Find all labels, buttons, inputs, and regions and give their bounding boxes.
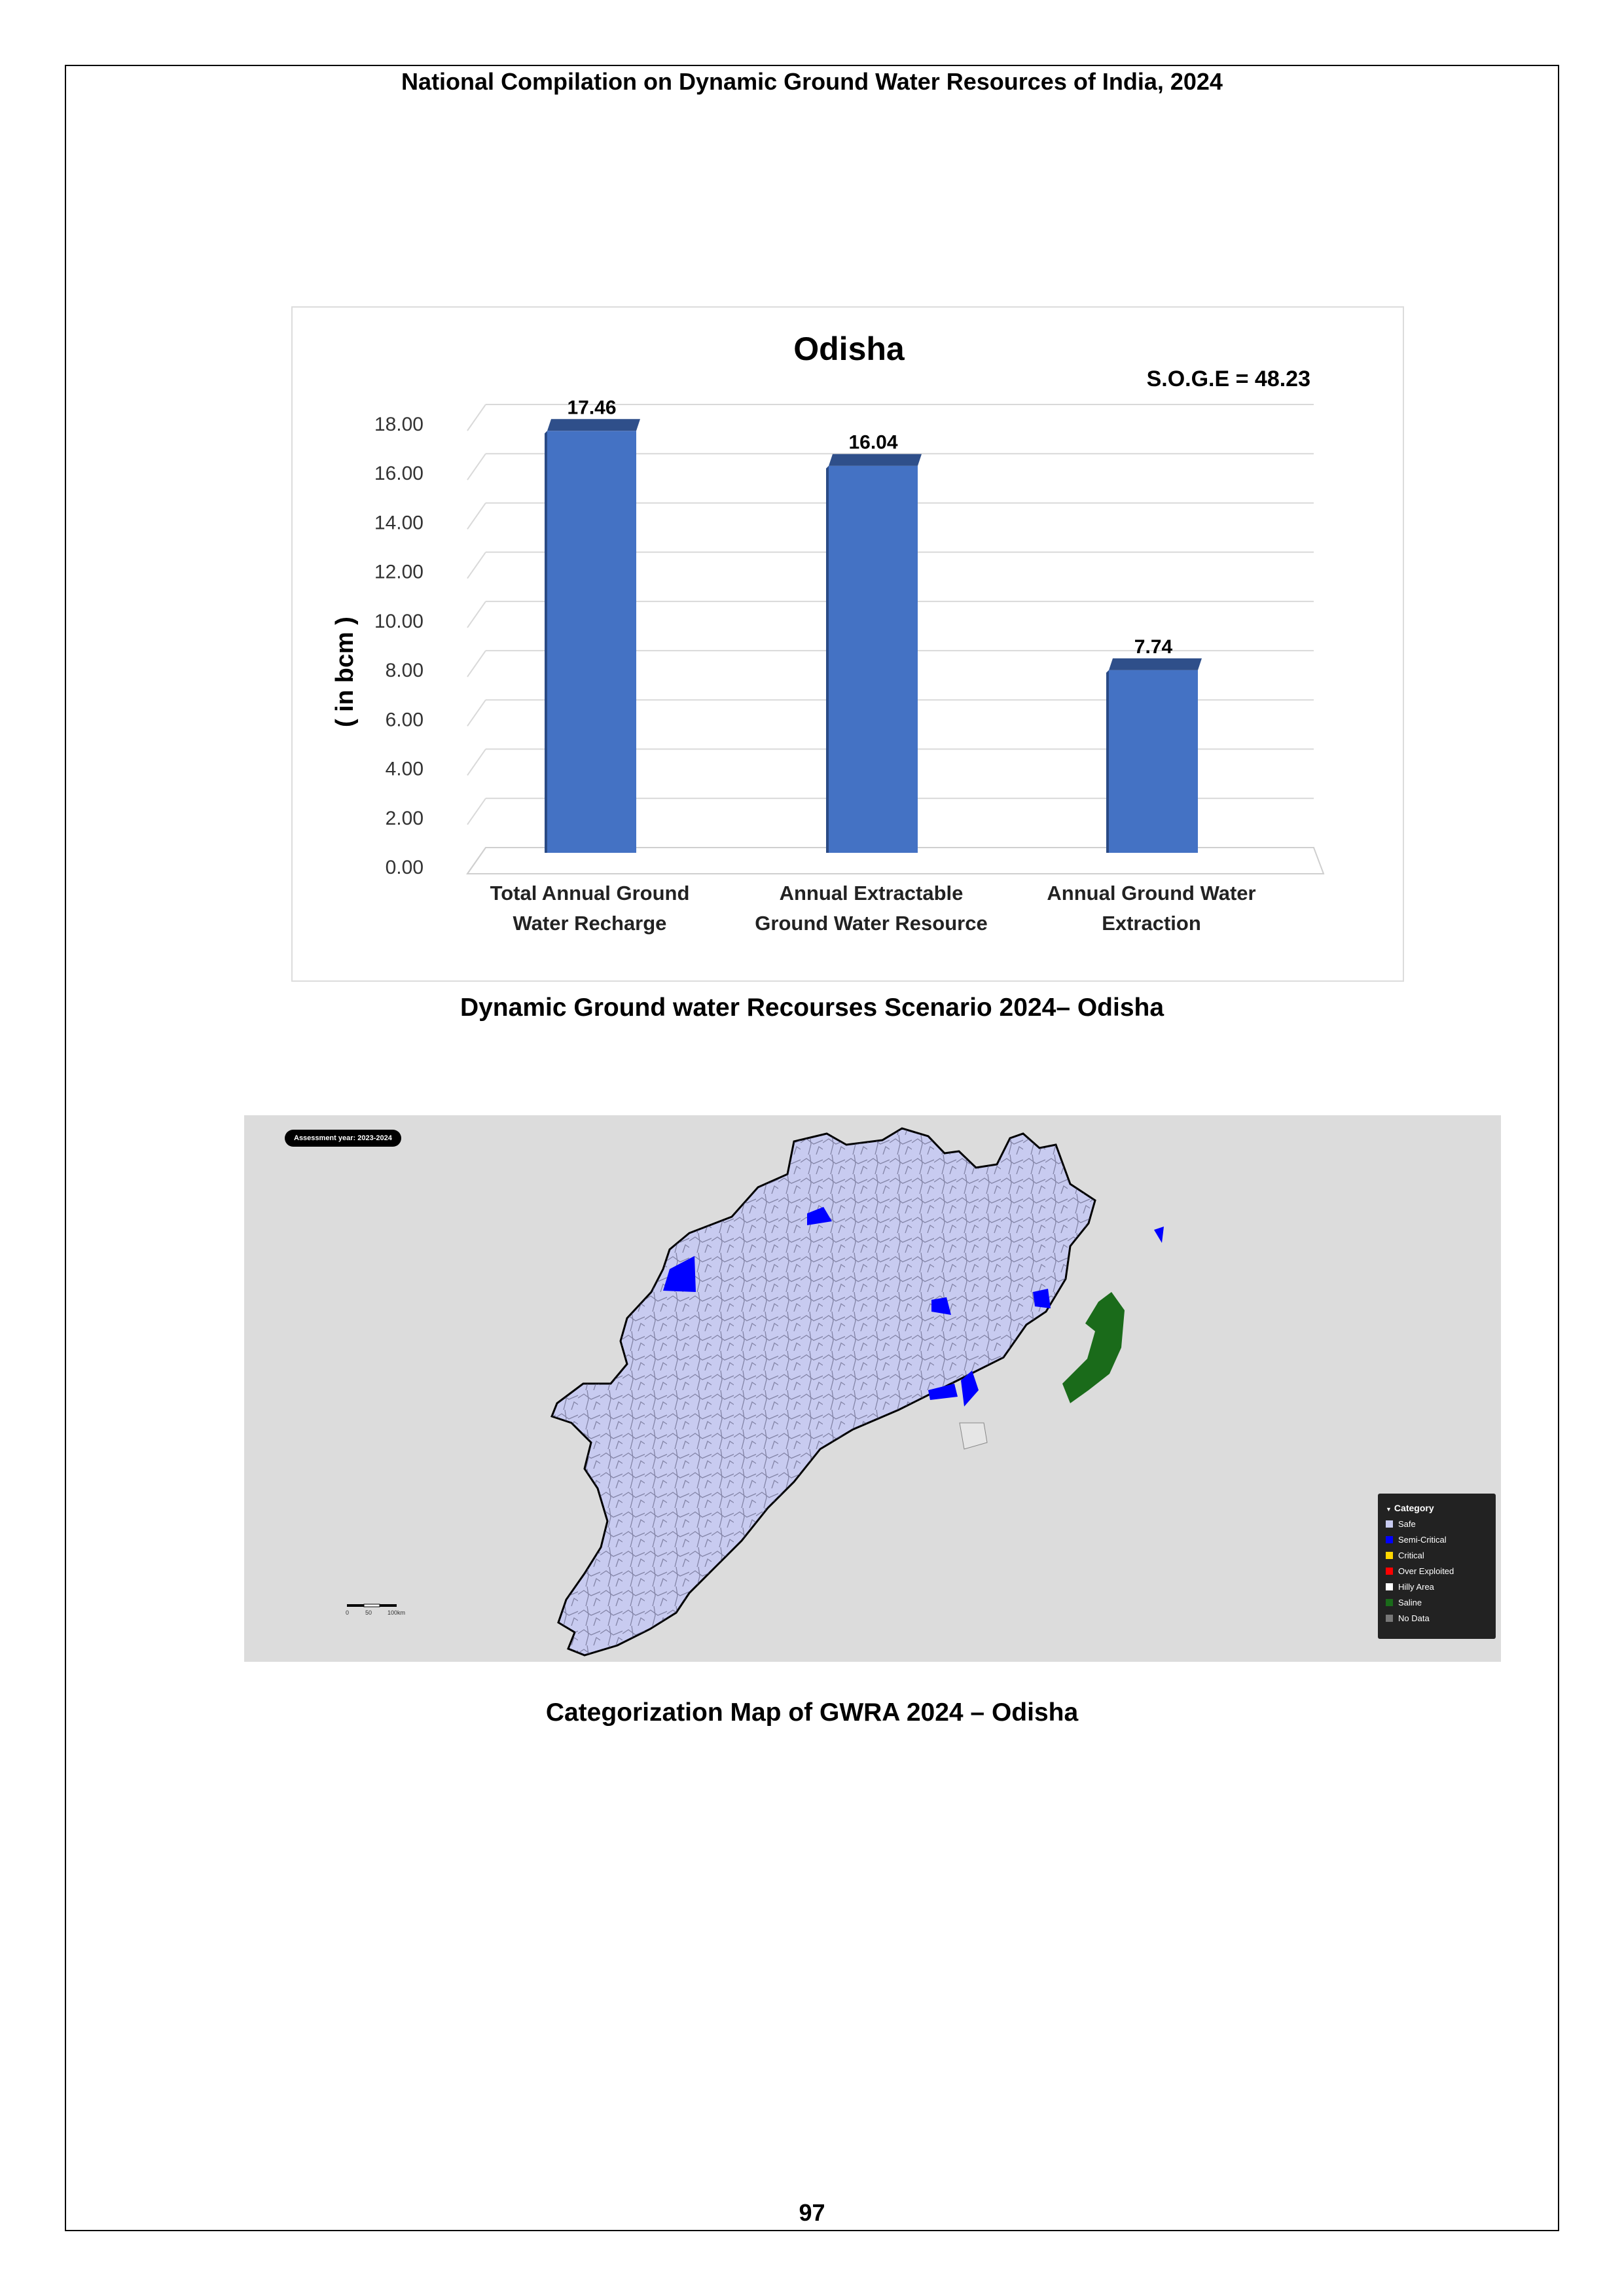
y-tick-label: 18.00 [374,414,424,435]
scale-tick: 0 [346,1609,350,1616]
legend-item: Saline [1386,1594,1488,1610]
running-header: National Compilation on Dynamic Ground W… [401,68,1223,95]
gridline-side [467,601,486,628]
data-label: 7.74 [1134,636,1173,658]
legend-label: Critical [1398,1550,1424,1560]
legend-swatch [1386,1567,1393,1575]
gridline-side [467,552,486,579]
category-map: Assessment year: 2023-2024 0 50 100km [244,1115,1501,1662]
map-legend: ▼ Category Safe Semi-Critical Critical Over … [1378,1494,1496,1639]
scale-bar: 0 50 100km [346,1603,405,1618]
hilly-area-block [959,1422,988,1450]
legend-label: Hilly Area [1398,1581,1434,1592]
gridline-side [467,404,486,431]
x-tick-label: Total Annual Ground [490,882,690,905]
bar-side [545,431,547,853]
y-tick-label: 10.00 [374,611,424,632]
gridline-side [467,453,486,480]
gridline-side [467,748,486,776]
legend-label: Safe [1398,1518,1416,1529]
bar-side [826,465,829,853]
bar-top [1109,658,1202,670]
chart-floor [466,847,1325,874]
page-frame [65,65,1559,2231]
gridline-side [467,650,486,677]
legend-swatch [1386,1598,1393,1606]
bar-chart: 0.00 2.00 4.00 6.00 8.00 10.00 12.00 14.00 16.00… [331,331,1325,935]
bar-top [547,419,640,431]
map-caption: Categorization Map of GWRA 2024 – Odisha [545,1698,1079,1727]
legend-items: Safe Semi-Critical Critical Over Exploited H… [1386,1516,1488,1626]
legend-title: ▼ Category [1386,1503,1434,1513]
chart-annotation: S.O.G.E = 48.23 [1147,367,1310,391]
bar-side [1106,670,1109,853]
semi-critical-block [807,1207,832,1225]
bar [547,431,636,853]
legend-swatch [1386,1520,1393,1528]
semi-critical-block [663,1256,696,1292]
y-tick-label: 16.00 [374,463,424,484]
data-label: 17.46 [567,397,616,418]
legend-label: Saline [1398,1597,1422,1607]
page-number: 97 [799,2199,825,2226]
bar [1109,670,1198,853]
chart-title: Odisha [793,331,905,367]
legend-item: Over Exploited [1386,1563,1488,1579]
x-tick-label: Annual Extractable [780,882,964,905]
y-tick-label: 2.00 [386,808,424,829]
chart-caption: Dynamic Ground water Recourses Scenario … [460,994,1164,1022]
legend-swatch [1386,1551,1393,1559]
x-tick-label: Ground Water Resource [755,912,987,935]
saline-block [1062,1292,1125,1403]
scale-tick: 50 [365,1609,372,1616]
y-tick-label: 6.00 [386,709,424,730]
x-tick-label: Annual Ground Water [1047,882,1255,905]
semi-critical-block [931,1297,951,1315]
chart-panel: 0.00 2.00 4.00 6.00 8.00 10.00 12.00 14.00 16.00… [291,306,1404,982]
bar [829,465,918,853]
legend-item: Critical [1386,1547,1488,1563]
y-tick-label: 14.00 [374,512,424,533]
legend-swatch [1386,1614,1393,1622]
y-axis-label: ( in bcm ) [331,617,359,727]
gridline-side [467,502,486,530]
legend-item: Safe [1386,1516,1488,1532]
semi-critical-block [961,1371,979,1407]
legend-label: Over Exploited [1398,1566,1454,1576]
gridline-side [467,699,486,726]
bar-top [829,454,922,466]
legend-item: Semi-Critical [1386,1532,1488,1547]
gridline-side [467,798,486,825]
x-tick-label: Water Recharge [513,912,667,935]
odisha-map [550,1127,1164,1657]
legend-label: Semi-Critical [1398,1534,1447,1545]
legend-item: No Data [1386,1610,1488,1626]
legend-label: No Data [1398,1613,1430,1623]
legend-item: Hilly Area [1386,1579,1488,1594]
semi-critical-block [1033,1289,1051,1308]
y-tick-label: 12.00 [374,562,424,583]
y-tick-label: 8.00 [386,660,424,681]
semi-critical-block [1154,1227,1164,1243]
y-tick-label: 0.00 [386,857,424,878]
data-label: 16.04 [848,432,897,454]
y-tick-label: 4.00 [386,759,424,780]
scale-tick: 100km [388,1609,406,1616]
assessment-year-badge: Assessment year: 2023-2024 [285,1130,401,1147]
legend-swatch [1386,1535,1393,1543]
legend-swatch [1386,1583,1393,1590]
semi-critical-block [928,1384,958,1400]
x-tick-label: Extraction [1102,912,1201,935]
